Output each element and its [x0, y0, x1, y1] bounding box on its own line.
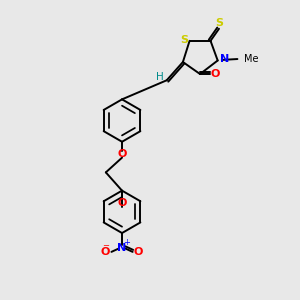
Text: O: O [117, 198, 127, 208]
Text: N: N [117, 243, 127, 253]
Text: S: S [216, 19, 224, 28]
Text: Me: Me [244, 54, 259, 64]
Text: N: N [220, 54, 229, 64]
Text: +: + [123, 238, 130, 247]
Text: −: − [102, 241, 109, 250]
Text: O: O [134, 247, 143, 257]
Text: H: H [156, 72, 164, 82]
Text: O: O [101, 247, 110, 257]
Text: S: S [180, 34, 188, 45]
Text: O: O [117, 149, 127, 159]
Text: O: O [211, 69, 220, 79]
